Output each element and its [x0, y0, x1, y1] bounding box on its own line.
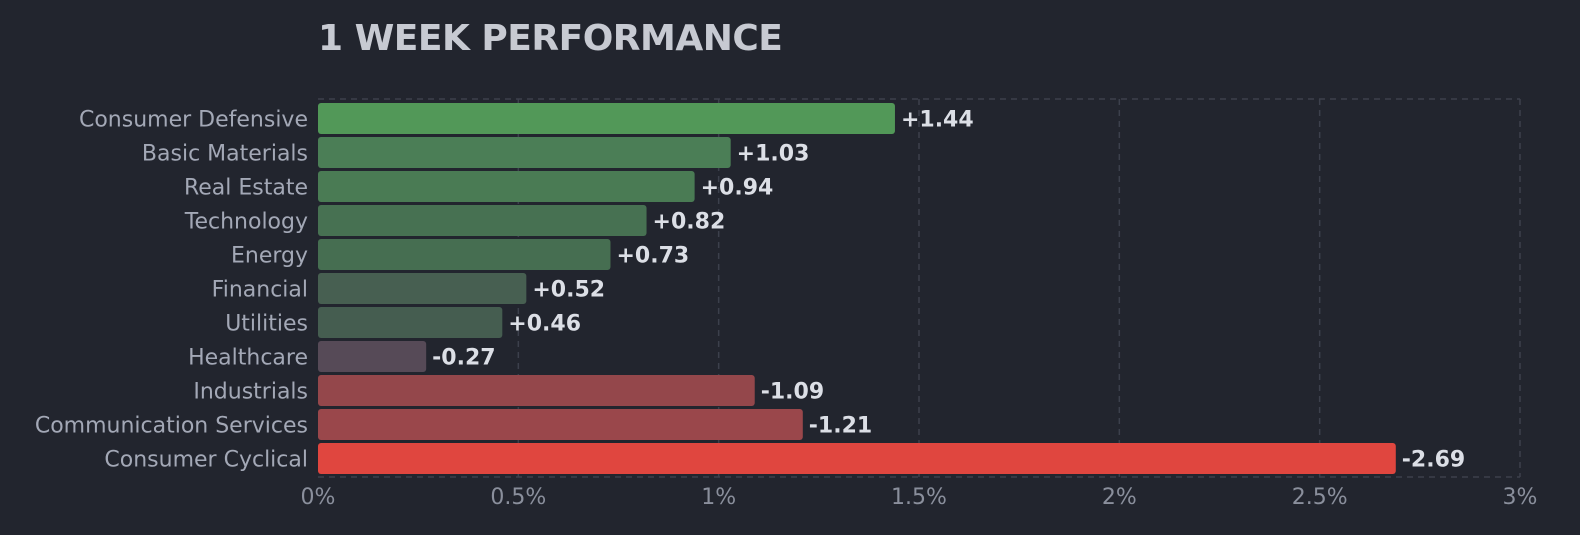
bar-industrials: [318, 375, 755, 406]
category-labels: Consumer Defensive Basic Materials Real Es…: [35, 108, 308, 473]
category-label: Utilities: [225, 312, 308, 337]
category-label: Basic Materials: [142, 142, 308, 167]
bar-consumer-cyclical: [318, 443, 1396, 474]
value-labels: +1.44 +1.03 +0.94 +0.82 +0.73 +0.52 +0.46 -0.27…: [432, 108, 1465, 473]
value-label: +0.94: [701, 176, 774, 201]
bar-technology: [318, 205, 647, 236]
bar-basic-materials: [318, 137, 731, 168]
x-tick-label: 1%: [701, 485, 736, 510]
x-tick-label: 2%: [1102, 485, 1137, 510]
category-label: Energy: [231, 244, 308, 269]
bar-financial: [318, 273, 527, 304]
category-label: Consumer Defensive: [79, 108, 308, 133]
category-label: Technology: [184, 210, 308, 235]
bars: [318, 103, 1396, 474]
bar-healthcare: [318, 341, 427, 372]
value-label: +1.03: [737, 142, 810, 167]
bar-energy: [318, 239, 611, 270]
category-label: Financial: [212, 278, 308, 303]
x-tick-label: 2.5%: [1292, 485, 1348, 510]
category-label: Consumer Cyclical: [104, 448, 308, 473]
value-label: +1.44: [901, 108, 974, 133]
x-tick-label: 3%: [1503, 485, 1538, 510]
x-tick-label: 0%: [301, 485, 336, 510]
value-label: +0.73: [616, 244, 689, 269]
bar-communication-services: [318, 409, 803, 440]
value-label: -1.09: [761, 380, 824, 405]
value-label: +0.52: [532, 278, 605, 303]
chart-title: 1 WEEK PERFORMANCE: [318, 18, 783, 59]
x-axis-ticks: 0% 0.5% 1% 1.5% 2% 2.5% 3%: [301, 485, 1538, 510]
value-label: -0.27: [432, 346, 495, 371]
x-tick-label: 1.5%: [891, 485, 947, 510]
value-label: +0.82: [653, 210, 726, 235]
value-label: -2.69: [1402, 448, 1465, 473]
category-label: Communication Services: [35, 414, 308, 439]
x-tick-label: 0.5%: [490, 485, 546, 510]
bar-real-estate: [318, 171, 695, 202]
category-label: Real Estate: [184, 176, 308, 201]
value-label: +0.46: [508, 312, 581, 337]
bar-consumer-defensive: [318, 103, 895, 134]
category-label: Healthcare: [188, 346, 308, 371]
bar-utilities: [318, 307, 503, 338]
category-label: Industrials: [193, 380, 308, 405]
value-label: -1.21: [809, 414, 872, 439]
